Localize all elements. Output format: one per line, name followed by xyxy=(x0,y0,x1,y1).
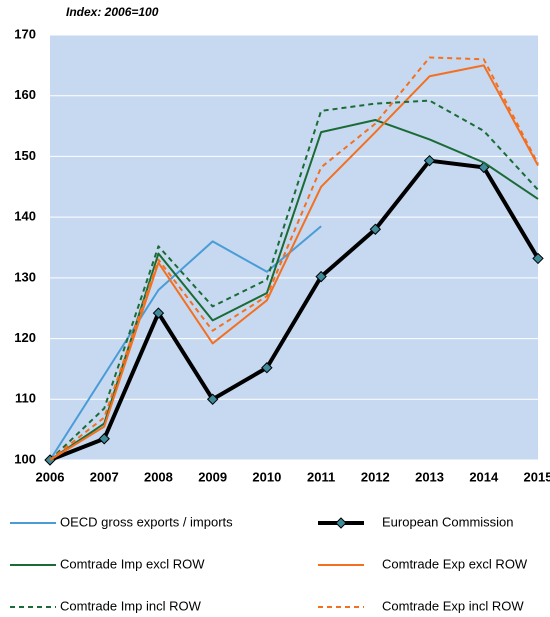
x-tick-label: 2010 xyxy=(252,469,281,484)
x-tick-label: 2012 xyxy=(361,469,390,484)
x-tick-label: 2011 xyxy=(307,469,335,484)
marker xyxy=(315,270,327,283)
marker xyxy=(261,362,273,374)
y-tick-label: 100 xyxy=(14,451,36,466)
series-line xyxy=(49,56,539,461)
legend-marker xyxy=(335,517,347,529)
legend-label: OECD gross exports / imports xyxy=(60,514,233,529)
marker xyxy=(369,223,382,235)
x-tick-label: 2008 xyxy=(144,469,173,484)
y-tick-label: 150 xyxy=(14,148,36,163)
series-line xyxy=(49,158,540,462)
marker xyxy=(206,393,219,405)
series-line xyxy=(49,99,539,461)
x-tick-label: 2009 xyxy=(198,469,227,484)
series-line xyxy=(49,119,539,461)
y-tick-label: 170 xyxy=(14,26,36,41)
legend-label: Comtrade Exp excl ROW xyxy=(382,556,528,571)
y-tick-label: 120 xyxy=(14,330,36,345)
x-tick-label: 2014 xyxy=(469,469,499,484)
marker xyxy=(98,433,110,445)
marker xyxy=(423,154,436,167)
x-tick-label: 2013 xyxy=(415,469,444,484)
y-tick-label: 110 xyxy=(15,391,36,406)
x-tick-label: 2015 xyxy=(524,469,550,484)
series-line xyxy=(49,64,539,461)
marker xyxy=(152,307,165,319)
x-tick-label: 2007 xyxy=(90,469,119,484)
legend-label: Comtrade Imp excl ROW xyxy=(60,556,205,571)
legend-label: Comtrade Imp incl ROW xyxy=(60,598,202,613)
plot-area xyxy=(50,35,538,460)
legend-label: European Commission xyxy=(382,514,514,529)
chart-subtitle: Index: 2006=100 xyxy=(66,5,159,19)
y-tick-label: 160 xyxy=(14,87,36,102)
y-tick-label: 130 xyxy=(14,269,36,284)
x-tick-label: 2006 xyxy=(36,469,65,484)
marker xyxy=(532,252,544,265)
legend-label: Comtrade Exp incl ROW xyxy=(382,598,524,613)
y-tick-label: 140 xyxy=(14,209,36,224)
